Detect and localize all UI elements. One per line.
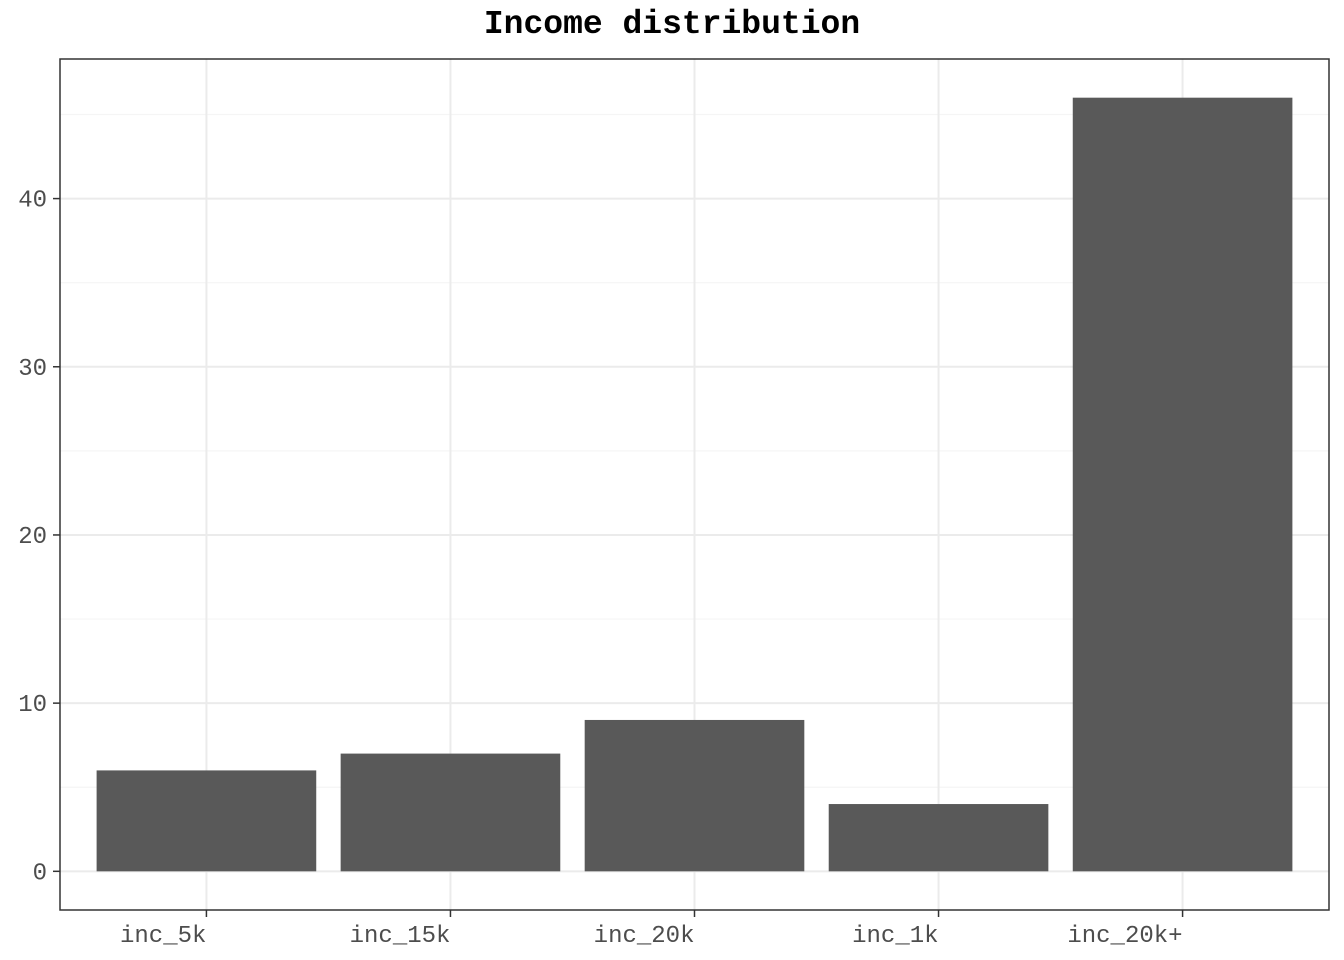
y-tick-label: 0 xyxy=(33,860,47,887)
x-tick-label: inc_15k xyxy=(350,923,451,950)
y-axis: 0 10 20 30 40 xyxy=(18,188,60,887)
x-tick-label: inc_20k+ xyxy=(1067,923,1182,950)
y-tick-label: 10 xyxy=(18,692,47,719)
bar-inc_5k xyxy=(96,770,317,872)
bar-inc_1k xyxy=(828,804,1049,872)
x-tick-label: inc_20k xyxy=(594,923,695,950)
x-axis: inc_5k inc_15k inc_20k inc_1k inc_20k+ xyxy=(120,910,1184,950)
bar-inc_15k xyxy=(340,753,561,872)
y-tick-label: 30 xyxy=(18,356,47,383)
y-tick-label: 20 xyxy=(18,524,47,551)
x-tick-label: inc_5k xyxy=(120,923,206,950)
chart-title: Income distribution xyxy=(483,6,861,43)
x-tick-label: inc_1k xyxy=(852,923,938,950)
bar-inc_20k+ xyxy=(1072,97,1293,872)
bar-inc_20k xyxy=(584,719,805,872)
bars xyxy=(96,97,1293,872)
y-tick-label: 40 xyxy=(18,188,47,215)
